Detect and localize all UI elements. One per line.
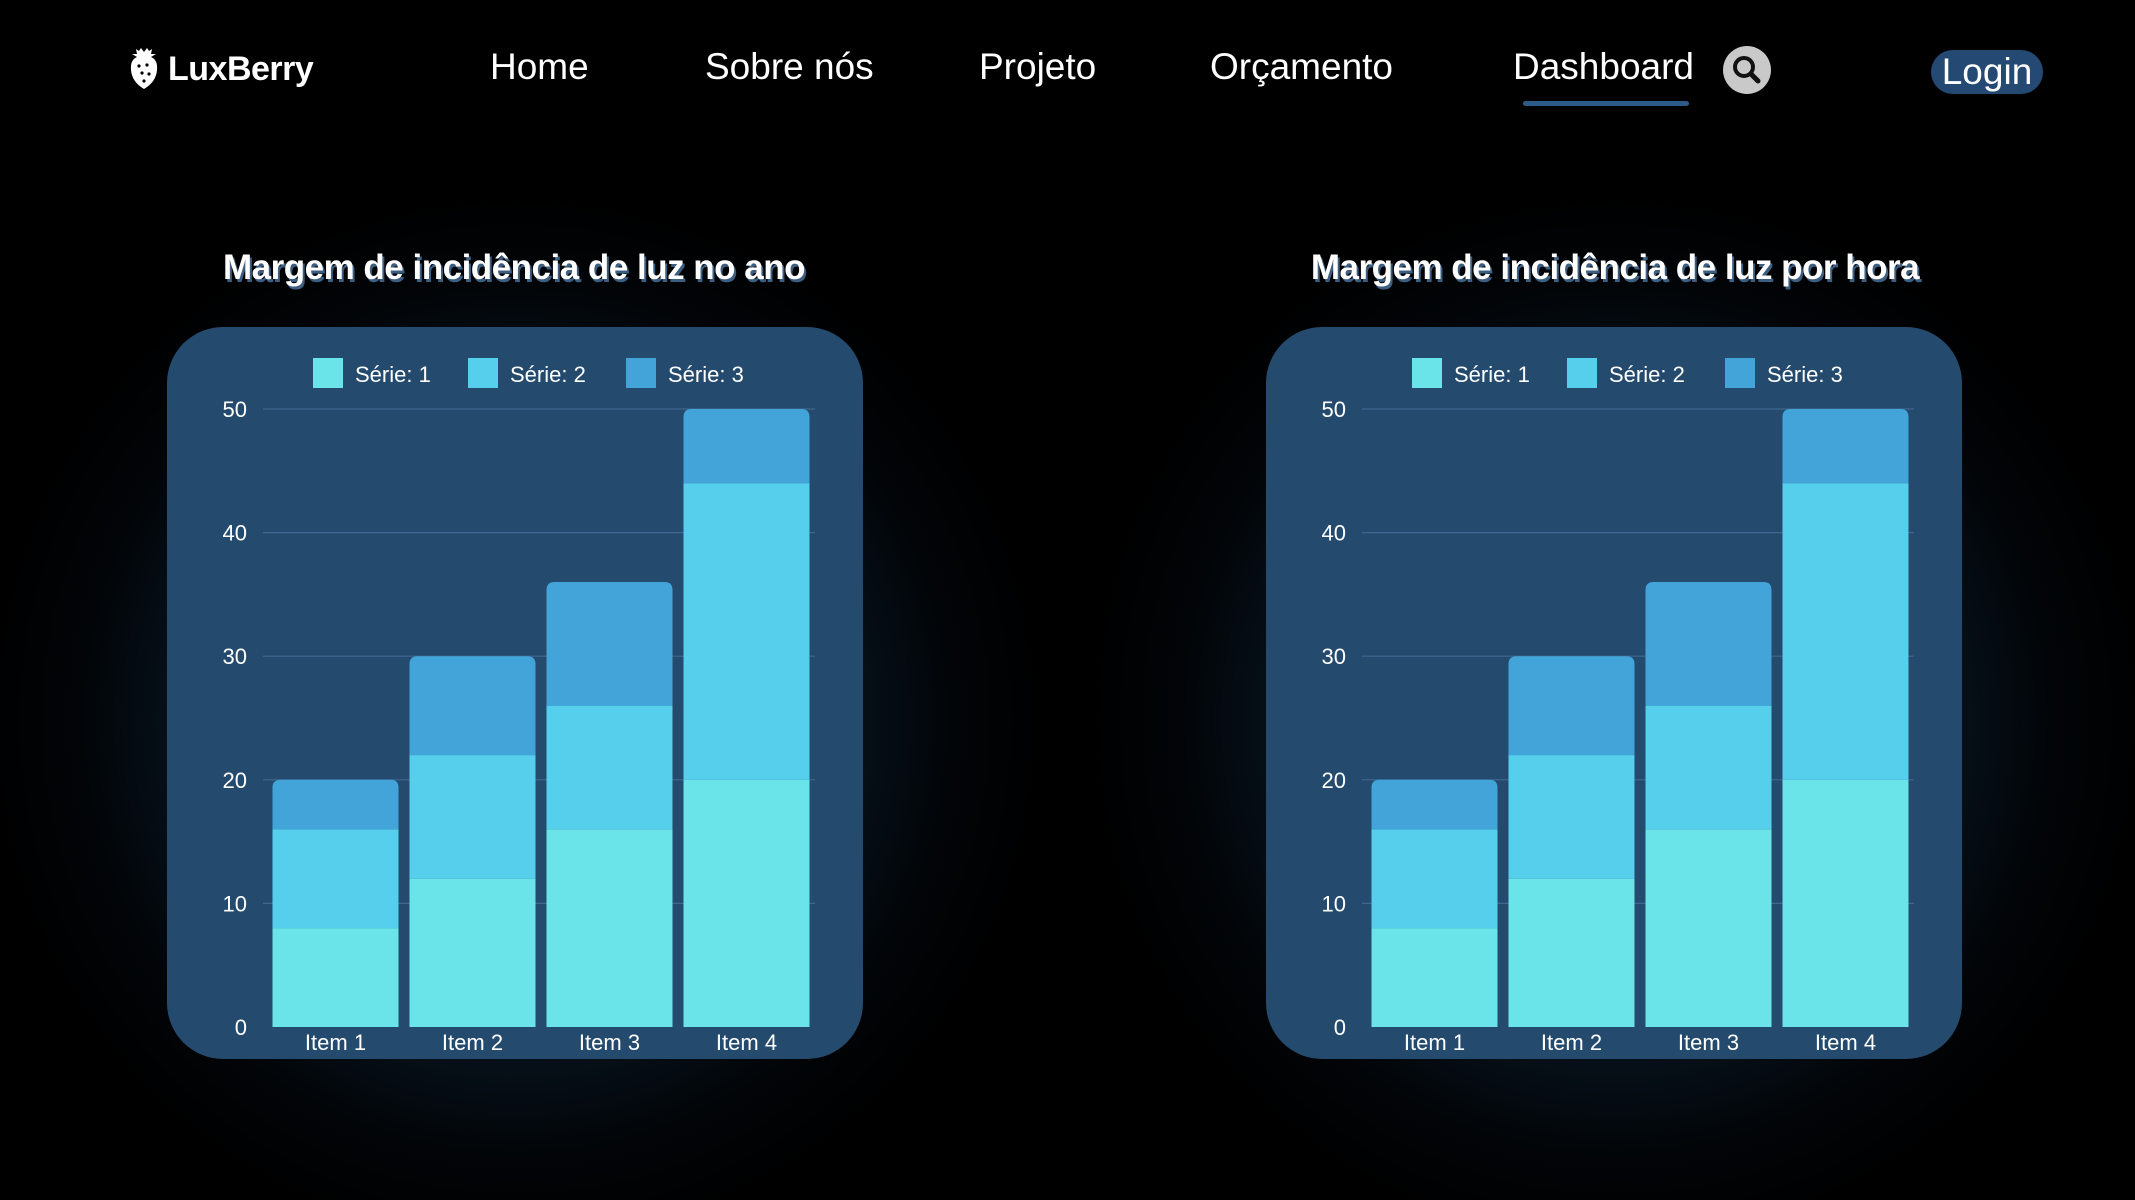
navbar: LuxBerry Home Sobre nós Projeto Orçament… [0, 0, 2135, 140]
y-tick-label: 50 [1322, 397, 1346, 422]
bar-item-3-series-3[interactable] [546, 582, 673, 706]
y-tick-label: 10 [223, 891, 247, 916]
legend-label: Série: 1 [1454, 362, 1530, 387]
bar-item-4-series-1[interactable] [683, 779, 810, 1027]
y-tick-label: 30 [223, 644, 247, 669]
x-tick-label: Item 4 [1815, 1030, 1876, 1055]
chart-title-right: Margem de incidência de luz por hora [1310, 248, 1920, 287]
y-tick-label: 30 [1322, 644, 1346, 669]
legend-label: Série: 1 [355, 362, 431, 387]
x-tick-label: Item 4 [716, 1030, 777, 1055]
x-tick-label: Item 2 [1541, 1030, 1602, 1055]
y-tick-label: 40 [1322, 521, 1346, 546]
nav-item-orcamento[interactable]: Orçamento [1210, 46, 1394, 87]
x-tick-label: Item 2 [442, 1030, 503, 1055]
x-tick-label: Item 1 [1404, 1030, 1465, 1055]
bar-item-4-series-3[interactable] [1782, 409, 1909, 484]
brand-logo[interactable]: LuxBerry [128, 48, 314, 90]
y-tick-label: 20 [223, 768, 247, 793]
search-button[interactable] [1723, 46, 1771, 94]
chart-title-left: Margem de incidência de luz no ano [223, 248, 806, 287]
bar-item-3-series-2[interactable] [1645, 705, 1772, 830]
legend-label: Série: 2 [1609, 362, 1685, 387]
bar-item-3-series-2[interactable] [546, 705, 673, 830]
legend-label: Série: 3 [668, 362, 744, 387]
bar-item-1-series-1[interactable] [272, 928, 399, 1027]
bar-item-1-series-3[interactable] [272, 779, 399, 830]
chart-panel-left: 0 10 20 30 40 50 Item 1 Item 2 Item 3 Item 4 Série… [167, 327, 863, 1059]
stacked-bar-chart-left: 0 10 20 30 40 50 Item 1 Item 2 Item 3 Item 4 Série… [223, 358, 815, 1055]
bar-item-4-series-1[interactable] [1782, 779, 1909, 1027]
nav-item-dashboard[interactable]: Dashboard [1513, 46, 1695, 106]
bar-item-4-series-2[interactable] [1782, 483, 1909, 780]
bar-item-3-series-1[interactable] [546, 829, 673, 1027]
y-tick-label: 0 [1334, 1015, 1346, 1040]
legend-swatch [1725, 358, 1755, 388]
bar-item-2-series-3[interactable] [1508, 656, 1635, 756]
login-button[interactable]: Login [1931, 50, 2043, 94]
y-tick-label: 0 [235, 1015, 247, 1040]
y-tick-label: 10 [1322, 891, 1346, 916]
brand-name: LuxBerry [168, 49, 314, 88]
stacked-bar-chart-right: 0 10 20 30 40 50 Item 1 Item 2 Item 3 Item 4 Série… [1322, 358, 1914, 1055]
bar-item-2-series-2[interactable] [1508, 755, 1635, 879]
x-tick-label: Item 3 [579, 1030, 640, 1055]
y-tick-label: 50 [223, 397, 247, 422]
bar-item-3-series-3[interactable] [1645, 582, 1772, 706]
bar-item-2-series-2[interactable] [409, 755, 536, 879]
legend-label: Série: 3 [1767, 362, 1843, 387]
strawberry-logo-icon [130, 48, 158, 89]
legend-swatch [1412, 358, 1442, 388]
bar-item-4-series-3[interactable] [683, 409, 810, 484]
bar-item-2-series-1[interactable] [1508, 878, 1635, 1027]
nav-item-sobre-nos[interactable]: Sobre nós [705, 46, 874, 87]
x-tick-label: Item 3 [1678, 1030, 1739, 1055]
bar-item-1-series-3[interactable] [1371, 779, 1498, 830]
bar-item-2-series-1[interactable] [409, 878, 536, 1027]
legend-swatch [1567, 358, 1597, 388]
bar-item-1-series-2[interactable] [272, 829, 399, 929]
legend-label: Série: 2 [510, 362, 586, 387]
nav-item-home[interactable]: Home [490, 46, 589, 87]
bar-item-1-series-2[interactable] [1371, 829, 1498, 929]
chart-panel-right: 0 10 20 30 40 50 Item 1 Item 2 Item 3 Item 4 Série… [1266, 327, 1962, 1059]
nav-item-projeto[interactable]: Projeto [979, 46, 1097, 87]
bar-item-2-series-3[interactable] [409, 656, 536, 756]
bar-item-3-series-1[interactable] [1645, 829, 1772, 1027]
x-tick-label: Item 1 [305, 1030, 366, 1055]
search-icon [1733, 56, 1761, 84]
legend-swatch [626, 358, 656, 388]
legend-swatch [313, 358, 343, 388]
y-tick-label: 20 [1322, 768, 1346, 793]
bar-item-4-series-2[interactable] [683, 483, 810, 780]
legend-swatch [468, 358, 498, 388]
y-tick-label: 40 [223, 521, 247, 546]
bar-item-1-series-1[interactable] [1371, 928, 1498, 1027]
